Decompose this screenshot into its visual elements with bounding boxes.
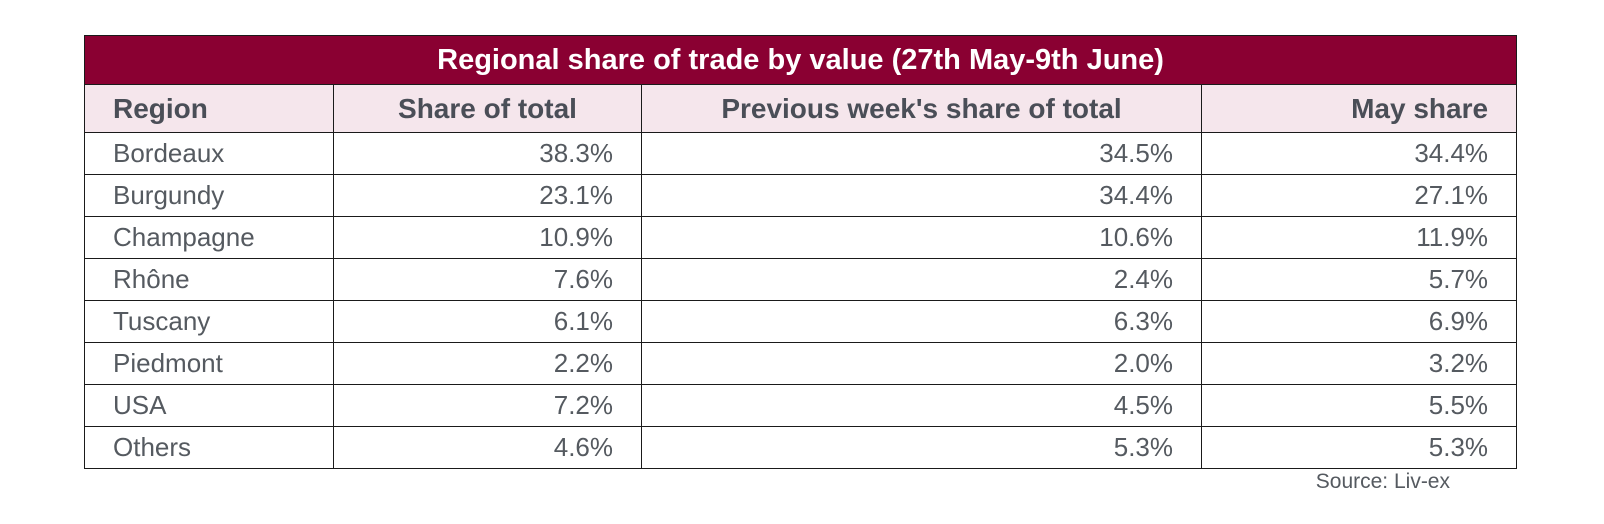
share-of-total-cell: 7.2% <box>333 384 642 427</box>
column-header-region: Region <box>84 84 334 133</box>
may-share-cell: 6.9% <box>1200 300 1518 343</box>
share-of-total-cell: 38.3% <box>333 132 642 175</box>
share-of-total-cell: 2.2% <box>333 342 642 385</box>
previous-week-share-cell: 2.0% <box>641 342 1202 385</box>
region-cell: Bordeaux <box>84 132 334 175</box>
table-row: Tuscany 6.1% 6.3% 6.9% <box>84 300 1518 343</box>
share-of-total-cell: 10.9% <box>333 216 642 259</box>
may-share-cell: 3.2% <box>1200 342 1518 385</box>
table-body: Bordeaux 38.3% 34.5% 34.4% Burgundy 23.1% 34.4… <box>84 132 1518 469</box>
share-of-total-cell: 4.6% <box>333 426 642 469</box>
may-share-cell: 27.1% <box>1200 174 1518 217</box>
may-share-cell: 5.7% <box>1200 258 1518 301</box>
column-header-share-of-total: Share of total <box>333 84 642 133</box>
region-cell: USA <box>84 384 334 427</box>
table-row: Burgundy 23.1% 34.4% 27.1% <box>84 174 1518 217</box>
previous-week-share-cell: 34.4% <box>641 174 1202 217</box>
table-header-row: Region Share of total Previous week's sh… <box>84 84 1518 133</box>
may-share-cell: 5.3% <box>1200 426 1518 469</box>
previous-week-share-cell: 5.3% <box>641 426 1202 469</box>
source-note: Source: Liv-ex <box>1315 470 1450 493</box>
previous-week-share-cell: 2.4% <box>641 258 1202 301</box>
table-title-row: Regional share of trade by value (27th M… <box>83 35 1518 85</box>
may-share-cell: 11.9% <box>1200 216 1518 259</box>
may-share-cell: 34.4% <box>1200 132 1518 175</box>
table-row: USA 7.2% 4.5% 5.5% <box>84 384 1518 427</box>
previous-week-share-cell: 6.3% <box>641 300 1202 343</box>
region-cell: Piedmont <box>84 342 334 385</box>
table-row: Rhône 7.6% 2.4% 5.7% <box>84 258 1518 301</box>
share-of-total-cell: 7.6% <box>333 258 642 301</box>
previous-week-share-cell: 34.5% <box>641 132 1202 175</box>
table-title: Regional share of trade by value (27th M… <box>83 35 1518 85</box>
table-row: Others 4.6% 5.3% 5.3% <box>84 426 1518 469</box>
region-cell: Others <box>84 426 334 469</box>
share-of-total-cell: 6.1% <box>333 300 642 343</box>
region-cell: Burgundy <box>84 174 334 217</box>
may-share-cell: 5.5% <box>1200 384 1518 427</box>
share-of-total-cell: 23.1% <box>333 174 642 217</box>
previous-week-share-cell: 10.6% <box>641 216 1202 259</box>
region-cell: Rhône <box>84 258 334 301</box>
region-cell: Champagne <box>84 216 334 259</box>
previous-week-share-cell: 4.5% <box>641 384 1202 427</box>
column-header-may-share: May share <box>1200 84 1518 133</box>
table-row: Piedmont 2.2% 2.0% 3.2% <box>84 342 1518 385</box>
share-table-container: Regional share of trade by value (27th M… <box>83 35 1518 469</box>
regional-share-table: Regional share of trade by value (27th M… <box>83 35 1518 469</box>
table-row: Bordeaux 38.3% 34.5% 34.4% <box>84 132 1518 175</box>
table-row: Champagne 10.9% 10.6% 11.9% <box>84 216 1518 259</box>
region-cell: Tuscany <box>84 300 334 343</box>
column-header-previous-week-share: Previous week's share of total <box>641 84 1202 133</box>
